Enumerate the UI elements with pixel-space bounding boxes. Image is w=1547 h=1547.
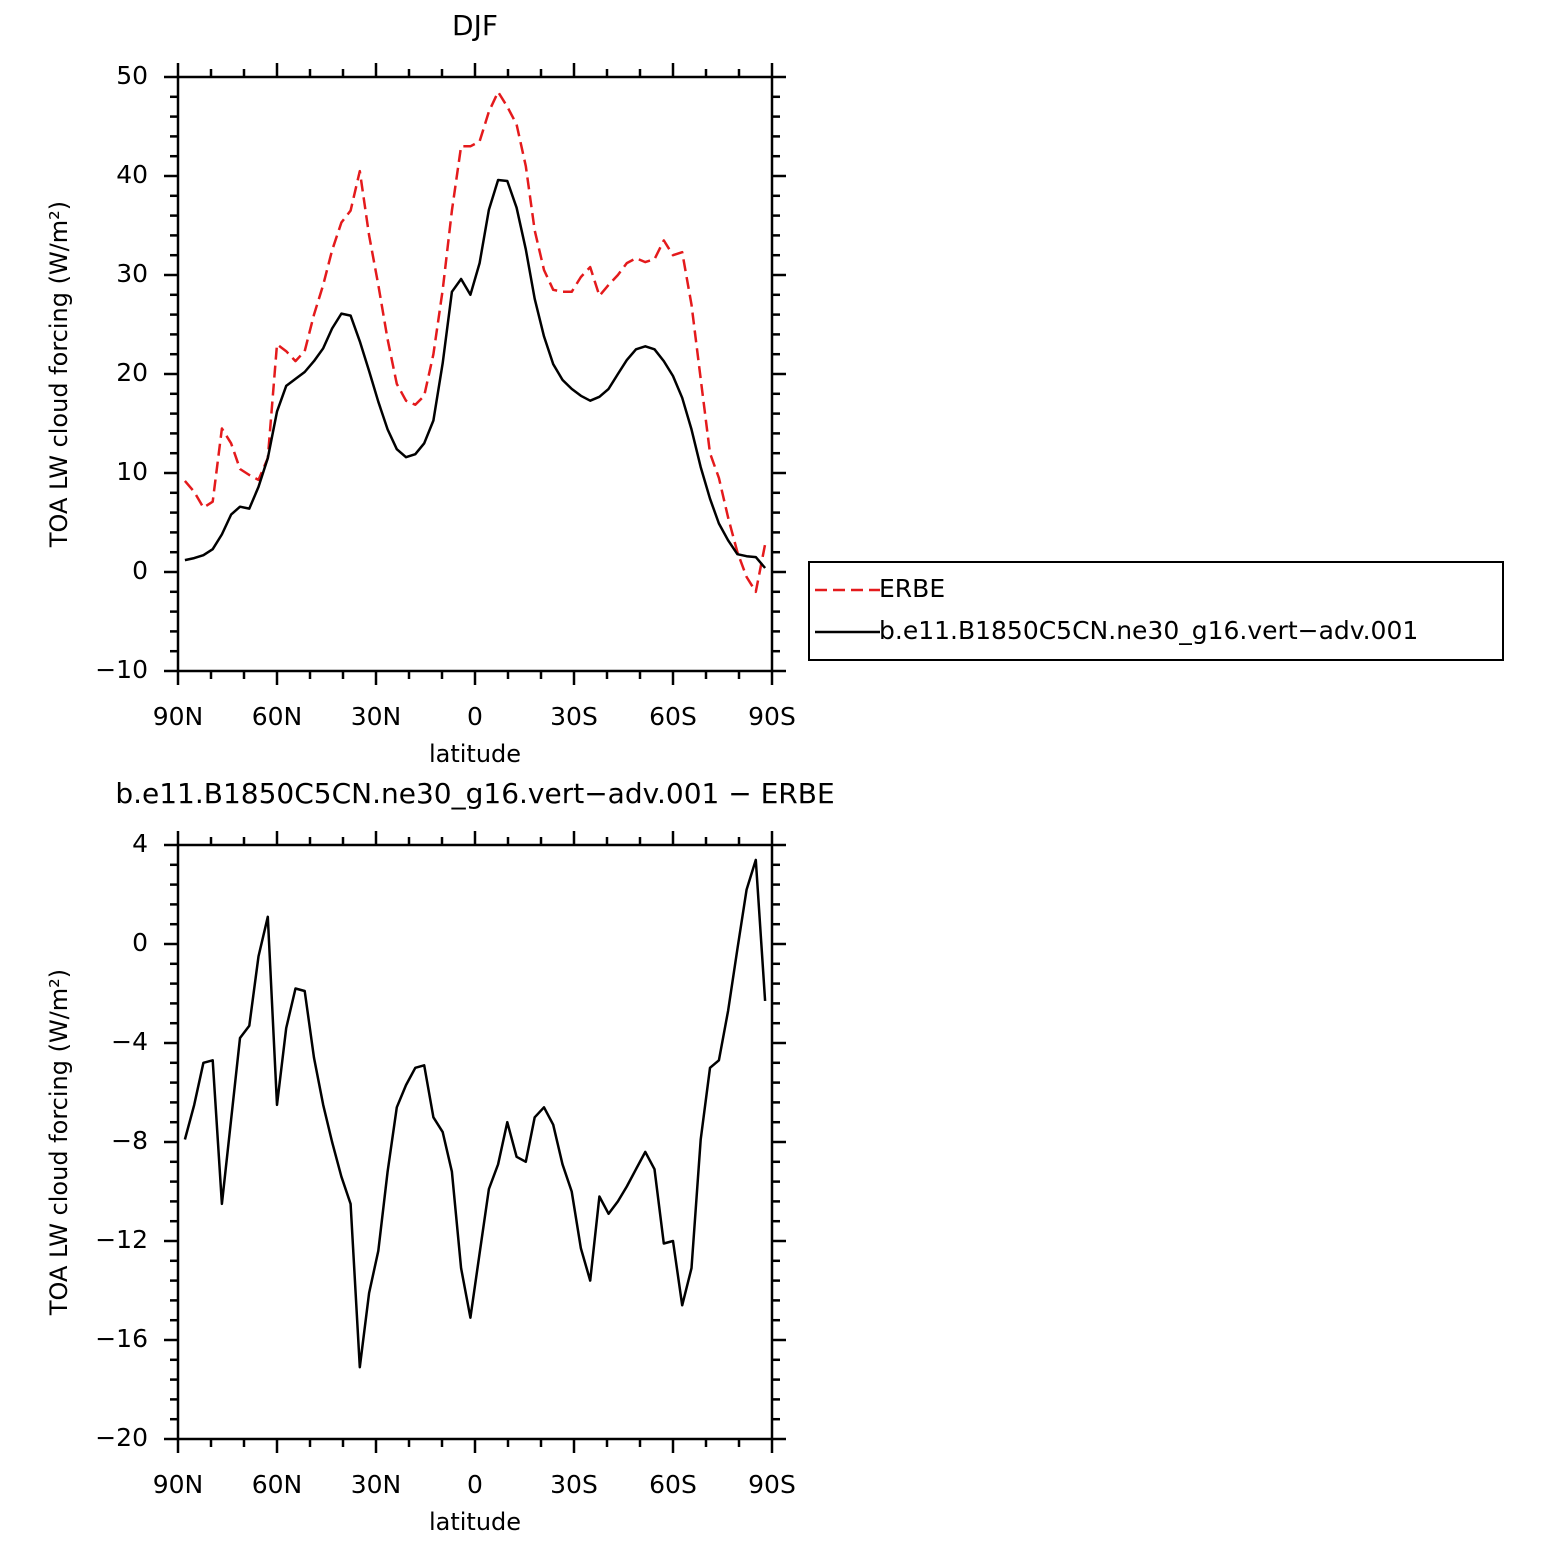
legend-box	[808, 561, 1504, 661]
y-tick-label: −10	[95, 655, 148, 684]
y-tick-label: −16	[95, 1324, 148, 1353]
x-tick-label: 30S	[550, 702, 598, 731]
chart-title: DJF	[452, 9, 498, 42]
x-tick-label: 60S	[649, 1470, 697, 1499]
y-tick-label: 20	[116, 358, 148, 387]
plot-frame	[176, 843, 774, 1441]
x-tick-label: 0	[467, 702, 483, 731]
data-line	[184, 178, 767, 569]
x-tick-label: 90S	[748, 1470, 796, 1499]
chart-title: b.e11.B1850C5CN.ne30_g16.vert−adv.001 − …	[115, 777, 834, 810]
y-tick-label: 0	[132, 556, 148, 585]
x-tick-label: 0	[467, 1470, 483, 1499]
y-tick-label: −20	[95, 1423, 148, 1452]
y-tick-label: 40	[116, 160, 148, 189]
x-tick-label: 30N	[351, 702, 402, 731]
y-tick-label: −4	[111, 1027, 148, 1056]
y-tick-label: 4	[132, 829, 148, 858]
x-tick-label: 30S	[550, 1470, 598, 1499]
y-axis-label: TOA LW cloud forcing (W/m²)	[45, 201, 73, 548]
x-tick-label: 60N	[252, 1470, 303, 1499]
y-tick-label: 50	[116, 61, 148, 90]
y-axis-label: TOA LW cloud forcing (W/m²)	[45, 969, 73, 1316]
y-tick-label: 30	[116, 259, 148, 288]
y-tick-label: 0	[132, 928, 148, 957]
x-axis-label: latitude	[429, 740, 521, 768]
x-tick-label: 90N	[153, 702, 204, 731]
data-line	[183, 858, 767, 1369]
x-tick-label: 90N	[153, 1470, 204, 1499]
x-tick-label: 90S	[748, 702, 796, 731]
x-tick-label: 30N	[351, 1470, 402, 1499]
legend-label: ERBE	[879, 574, 945, 603]
legend-label: b.e11.B1850C5CN.ne30_g16.vert−adv.001	[879, 616, 1418, 645]
y-tick-label: −12	[95, 1225, 148, 1254]
y-tick-label: −8	[111, 1126, 148, 1155]
x-tick-label: 60S	[649, 702, 697, 731]
y-tick-label: 10	[116, 457, 148, 486]
data-line	[183, 90, 767, 594]
x-axis-label: latitude	[429, 1508, 521, 1536]
plot-frame	[176, 75, 774, 673]
x-tick-label: 60N	[252, 702, 303, 731]
